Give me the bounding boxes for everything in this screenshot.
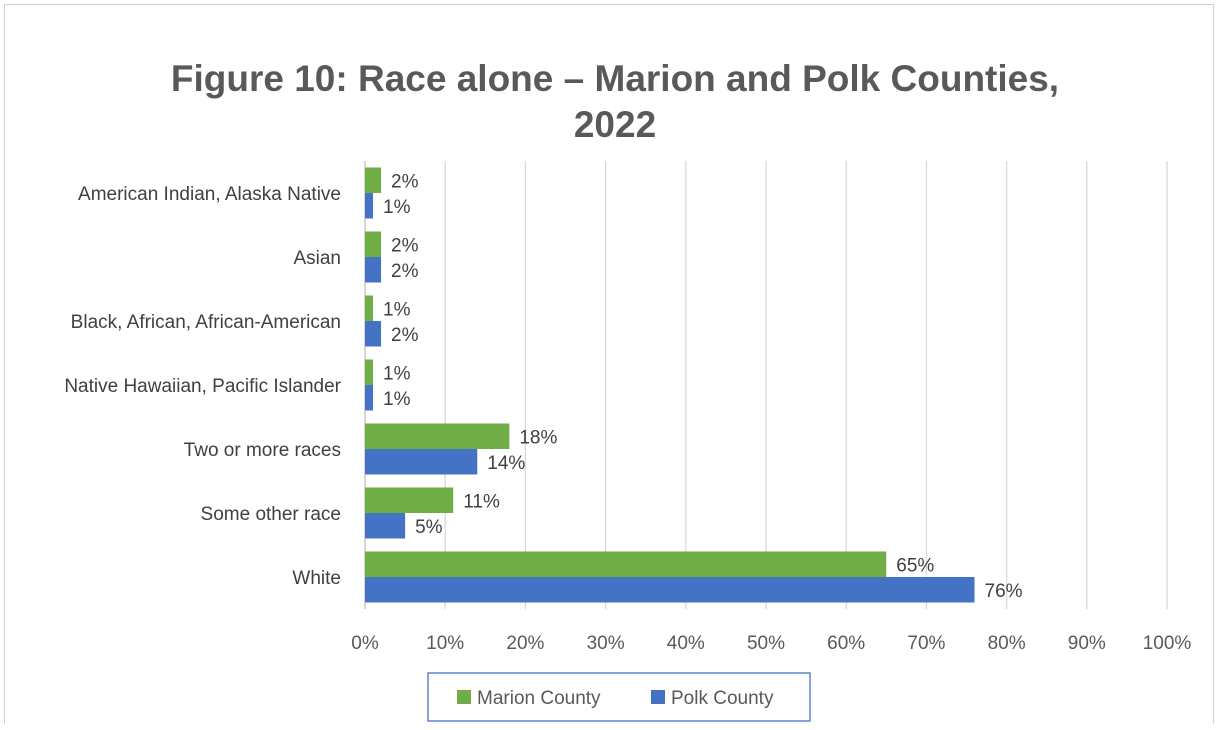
bars: [365, 167, 975, 603]
legend-label: Marion County: [477, 688, 601, 709]
x-tick-label: 90%: [1068, 633, 1106, 654]
bar-polk-county: [365, 321, 382, 347]
gridlines: [364, 161, 1168, 609]
x-tick-label: 10%: [426, 633, 464, 654]
x-tick-label: 20%: [506, 633, 544, 654]
chart-title-line-2: 2022: [574, 104, 656, 145]
bar-polk-county: [365, 193, 374, 219]
category-label: Some other race: [201, 504, 341, 525]
x-tick-label: 40%: [667, 633, 705, 654]
chart-frame: Figure 10: Race alone – Marion and Polk …: [4, 4, 1214, 724]
x-tick-label: 60%: [827, 633, 865, 654]
data-label: 2%: [391, 171, 419, 192]
data-label: 2%: [391, 235, 419, 256]
data-label: 11%: [463, 491, 500, 512]
bar-polk-county: [365, 257, 382, 283]
data-label: 14%: [487, 453, 525, 474]
bar-polk-county: [365, 385, 374, 411]
category-axis: American Indian, Alaska Native Asian Black…: [64, 184, 341, 589]
category-label: White: [292, 568, 341, 589]
data-label: 1%: [383, 363, 411, 384]
data-label: 2%: [391, 325, 419, 346]
data-label: 5%: [415, 517, 443, 538]
category-label: Asian: [293, 248, 341, 269]
bar-marion-county: [365, 551, 887, 577]
bar-marion-county: [365, 167, 382, 193]
data-label: 65%: [896, 555, 934, 576]
category-label: Native Hawaiian, Pacific Islander: [64, 376, 341, 397]
data-label: 18%: [519, 427, 557, 448]
data-labels: 2% 1% 2% 2% 1% 2% 1% 1% 18% 14% 11% 5% 65% 76%: [383, 171, 1023, 602]
legend: Marion County Polk County: [427, 672, 811, 722]
data-label: 2%: [391, 261, 419, 282]
bar-marion-county: [365, 231, 382, 257]
bar-polk-county: [365, 449, 478, 475]
legend-swatch: [651, 690, 665, 704]
x-tick-label: 70%: [907, 633, 945, 654]
value-axis: 0% 10% 20% 30% 40% 50% 60% 70% 80% 90% 100%: [351, 633, 1191, 654]
chart-title-line-1: Figure 10: Race alone – Marion and Polk …: [171, 58, 1059, 99]
legend-label: Polk County: [671, 688, 774, 709]
data-label: 1%: [383, 299, 411, 320]
bar-polk-county: [365, 513, 406, 539]
bar-chart: Figure 10: Race alone – Marion and Polk …: [64, 58, 1191, 722]
bar-marion-county: [365, 359, 374, 385]
x-tick-label: 80%: [988, 633, 1026, 654]
bar-polk-county: [365, 577, 975, 603]
x-tick-label: 30%: [587, 633, 625, 654]
category-label: Black, African, African-American: [71, 312, 341, 333]
legend-box: [427, 672, 811, 722]
category-label: American Indian, Alaska Native: [78, 184, 341, 205]
data-label: 1%: [383, 389, 411, 410]
data-label: 1%: [383, 197, 411, 218]
x-tick-label: 50%: [747, 633, 785, 654]
x-tick-label: 0%: [351, 633, 379, 654]
bar-marion-county: [365, 423, 510, 449]
bar-marion-county: [365, 487, 454, 513]
data-label: 76%: [985, 581, 1023, 602]
category-label: Two or more races: [184, 440, 341, 461]
bar-marion-county: [365, 295, 374, 321]
x-tick-label: 100%: [1143, 633, 1192, 654]
legend-swatch: [457, 690, 471, 704]
